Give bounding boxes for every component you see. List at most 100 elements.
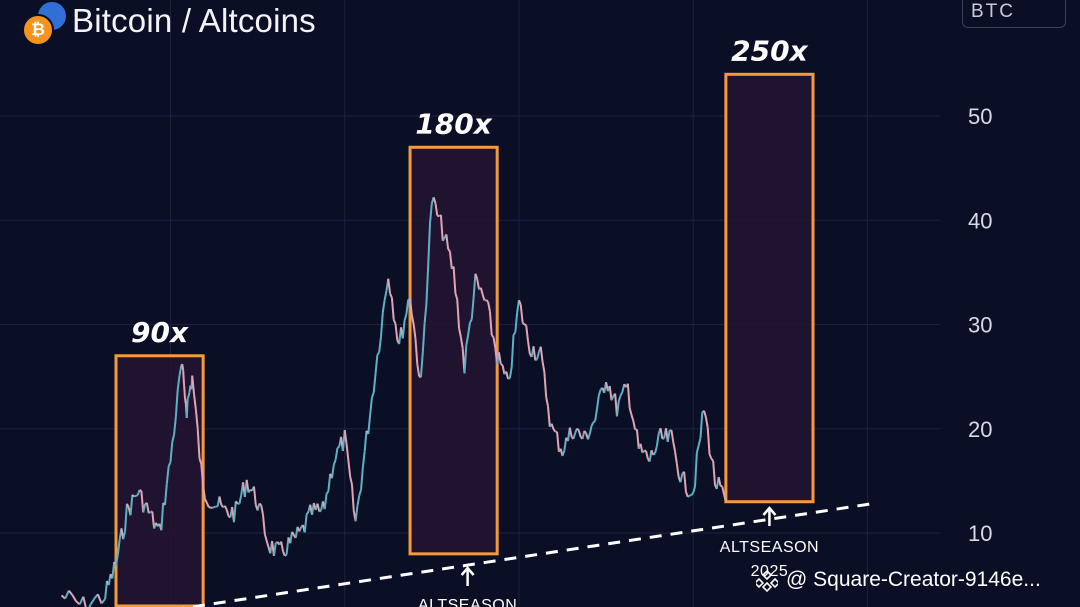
price-segment xyxy=(692,486,696,494)
price-segment xyxy=(390,297,395,320)
price-segment xyxy=(452,266,457,294)
price-segment xyxy=(467,322,471,336)
price-segment xyxy=(171,434,176,443)
price-segment xyxy=(703,410,707,418)
y-tick-label: 40 xyxy=(968,208,992,233)
price-segment xyxy=(245,479,250,493)
price-segment xyxy=(89,598,96,606)
price-segment xyxy=(472,273,477,299)
price-segment xyxy=(187,391,191,397)
price-segment xyxy=(525,325,530,342)
price-segment xyxy=(336,445,340,449)
price-segment xyxy=(628,407,633,416)
price-segment xyxy=(186,395,190,400)
box-multiplier-label: 180x xyxy=(415,107,492,140)
price-segment xyxy=(331,464,335,479)
price-segment xyxy=(169,442,174,463)
price-segment xyxy=(448,251,453,269)
price-segment xyxy=(68,589,74,596)
price-segment xyxy=(445,234,450,250)
price-segment xyxy=(387,278,392,294)
annotations: ALTSEASON ALTSEASON 2025 xyxy=(418,506,819,607)
price-segment xyxy=(470,298,475,320)
price-segment xyxy=(349,476,353,485)
price-segment xyxy=(82,596,87,607)
price-segment xyxy=(252,486,257,505)
price-segment xyxy=(167,461,172,467)
price-segment xyxy=(586,433,591,440)
price-segment xyxy=(632,420,637,430)
price-segment xyxy=(193,394,197,410)
price-segment xyxy=(200,464,205,487)
price-segment xyxy=(383,290,388,301)
price-segment xyxy=(596,395,600,409)
price-segment xyxy=(100,598,106,605)
price-segment xyxy=(356,495,361,507)
watermark-text: @ Square-Creator-9146e... xyxy=(786,568,1041,591)
altseason-label: ALTSEASON xyxy=(720,539,819,556)
price-segment xyxy=(590,421,595,427)
price-segment xyxy=(316,503,321,512)
price-segment xyxy=(710,458,714,462)
price-segment xyxy=(376,351,381,356)
price-segment xyxy=(469,318,473,324)
price-segment xyxy=(583,430,587,434)
price-segment xyxy=(635,429,640,449)
price-segment xyxy=(577,430,582,438)
price-segment xyxy=(572,432,577,440)
price-segment xyxy=(441,237,446,242)
price-segment xyxy=(416,364,421,377)
price-segment xyxy=(401,320,406,339)
price-segment xyxy=(165,466,170,484)
price-segment xyxy=(173,416,177,435)
price-segment xyxy=(284,553,288,557)
price-segment xyxy=(439,214,444,241)
price-segment xyxy=(568,427,573,438)
price-segment xyxy=(369,397,373,416)
price-segment xyxy=(196,428,201,459)
price-segment xyxy=(697,437,702,446)
price-segment xyxy=(96,593,103,604)
price-segment xyxy=(263,533,268,542)
price-segment xyxy=(129,494,134,516)
price-segment xyxy=(539,346,544,362)
price-segment xyxy=(619,391,624,396)
ticker-badge[interactable]: BTC xyxy=(962,0,1066,28)
price-segment xyxy=(429,203,433,224)
price-segment xyxy=(232,501,237,523)
price-segment xyxy=(594,408,598,421)
price-segment xyxy=(519,304,524,323)
price-segment xyxy=(194,409,199,429)
price-segment xyxy=(690,492,694,496)
price-segment xyxy=(679,473,684,483)
price-segment xyxy=(380,312,384,337)
price-segment xyxy=(272,542,277,557)
price-segment xyxy=(434,203,439,216)
price-segment xyxy=(372,373,377,393)
price-segment xyxy=(204,498,208,504)
price-segment xyxy=(721,486,726,495)
price-segment xyxy=(265,540,270,548)
price-segment xyxy=(561,450,566,457)
price-segment xyxy=(630,414,635,422)
price-segment xyxy=(723,494,727,502)
price-segment xyxy=(211,506,215,509)
price-segment xyxy=(374,354,379,374)
price-segment xyxy=(421,323,426,353)
price-segment xyxy=(412,324,417,340)
price-segment xyxy=(218,496,223,506)
price-segment xyxy=(490,334,495,339)
price-segment xyxy=(479,287,484,295)
price-segment xyxy=(694,452,698,487)
price-segment xyxy=(592,420,596,424)
price-segment xyxy=(534,358,538,362)
price-segment xyxy=(675,463,680,478)
price-segment xyxy=(332,459,337,466)
highlight-box xyxy=(724,72,815,504)
price-segment xyxy=(427,223,432,266)
price-segment xyxy=(305,511,310,516)
price-segment xyxy=(576,427,580,432)
price-segment xyxy=(492,337,497,349)
price-segment xyxy=(202,486,206,500)
price-segment xyxy=(116,539,121,556)
